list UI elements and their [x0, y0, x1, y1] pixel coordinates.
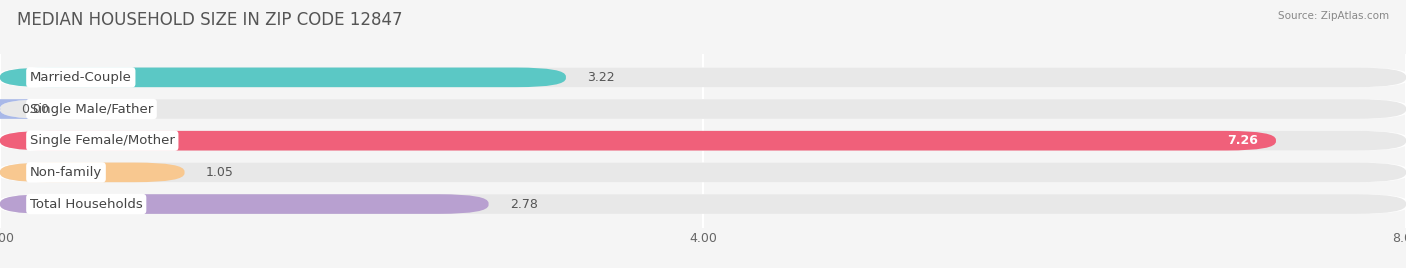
FancyBboxPatch shape [0, 68, 1406, 87]
FancyBboxPatch shape [0, 131, 1406, 151]
FancyBboxPatch shape [0, 99, 49, 119]
Text: Single Female/Mother: Single Female/Mother [30, 134, 174, 147]
FancyBboxPatch shape [0, 194, 1406, 214]
Text: MEDIAN HOUSEHOLD SIZE IN ZIP CODE 12847: MEDIAN HOUSEHOLD SIZE IN ZIP CODE 12847 [17, 11, 402, 29]
FancyBboxPatch shape [0, 68, 1406, 87]
Text: Source: ZipAtlas.com: Source: ZipAtlas.com [1278, 11, 1389, 21]
Text: 7.26: 7.26 [1227, 134, 1258, 147]
Text: Total Households: Total Households [30, 198, 142, 211]
FancyBboxPatch shape [0, 163, 1406, 182]
Text: Married-Couple: Married-Couple [30, 71, 132, 84]
Text: Non-family: Non-family [30, 166, 103, 179]
FancyBboxPatch shape [0, 163, 184, 182]
Text: 1.05: 1.05 [205, 166, 233, 179]
Text: 2.78: 2.78 [510, 198, 537, 211]
FancyBboxPatch shape [0, 194, 489, 214]
FancyBboxPatch shape [0, 99, 1406, 119]
FancyBboxPatch shape [0, 194, 1406, 214]
Text: 0.00: 0.00 [21, 103, 49, 116]
Text: Single Male/Father: Single Male/Father [30, 103, 153, 116]
Text: 3.22: 3.22 [588, 71, 614, 84]
FancyBboxPatch shape [0, 131, 1406, 151]
FancyBboxPatch shape [0, 99, 1406, 119]
FancyBboxPatch shape [0, 131, 1277, 151]
FancyBboxPatch shape [0, 163, 1406, 182]
FancyBboxPatch shape [0, 68, 567, 87]
